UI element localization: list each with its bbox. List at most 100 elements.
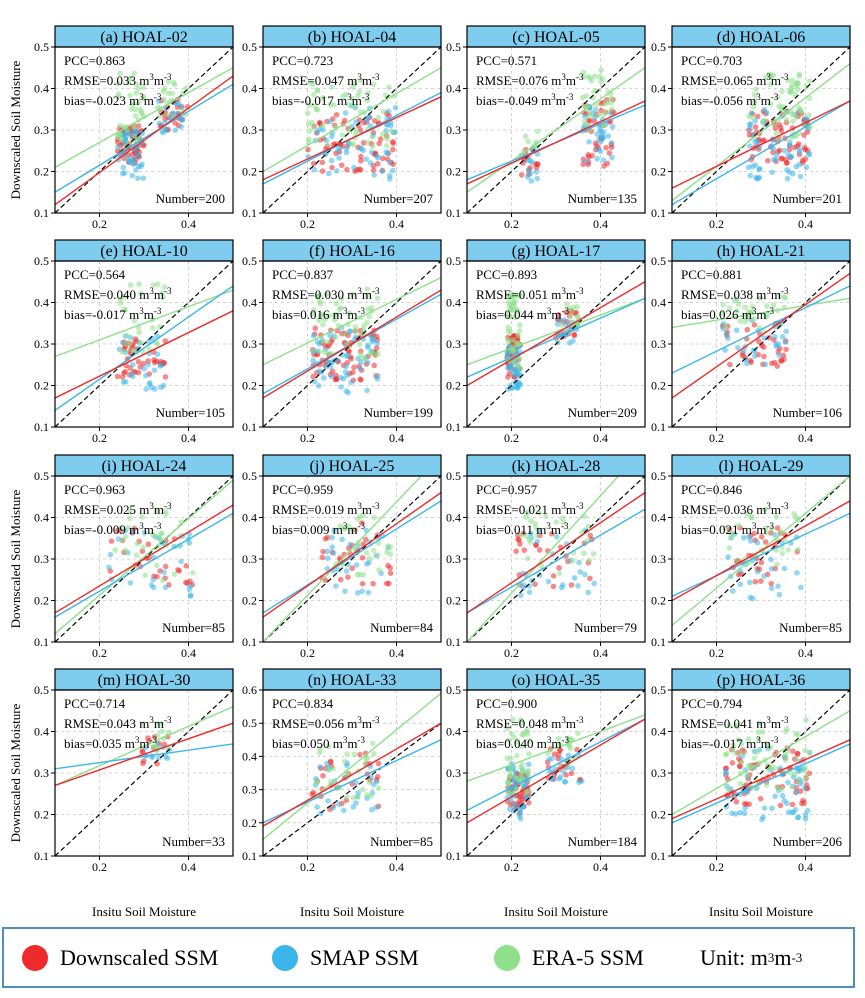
- panel-frame: [54, 475, 234, 643]
- point-era5: [152, 533, 159, 539]
- point-era5: [598, 67, 604, 73]
- y-tick-label: 0.1: [34, 849, 49, 863]
- point-era5: [504, 755, 511, 762]
- fit-line-era5: [55, 479, 233, 635]
- point-era5: [349, 95, 355, 102]
- point-downscaled: [176, 568, 183, 574]
- panel-title: (d) HOAL-06: [717, 29, 805, 46]
- point-smap: [386, 172, 393, 179]
- point-era5: [755, 736, 762, 743]
- point-smap: [368, 806, 375, 813]
- point-downscaled: [320, 548, 326, 555]
- lines-group: [467, 261, 645, 427]
- point-era5: [376, 567, 382, 573]
- point-downscaled: [358, 153, 364, 160]
- legend-unit: Unit: m 3 m -3: [700, 929, 802, 986]
- panel-frame: [262, 689, 442, 857]
- point-smap: [365, 342, 371, 348]
- point-downscaled: [780, 352, 787, 359]
- legend-unit-sup1: 3: [767, 949, 775, 965]
- point-downscaled: [390, 138, 396, 145]
- point-era5: [782, 752, 788, 759]
- point-era5: [323, 291, 330, 298]
- point-smap: [561, 317, 568, 323]
- point-era5: [360, 512, 366, 518]
- stat-number: Number=207: [364, 191, 434, 206]
- point-era5: [594, 113, 601, 119]
- point-era5: [513, 786, 520, 792]
- points-group: [518, 67, 617, 184]
- point-downscaled: [387, 565, 393, 571]
- point-smap: [792, 806, 799, 813]
- point-era5: [130, 101, 136, 107]
- point-downscaled: [140, 758, 147, 764]
- point-era5: [313, 779, 320, 785]
- point-era5: [510, 347, 517, 354]
- points-group: [722, 506, 804, 602]
- point-era5: [768, 101, 774, 107]
- panel-16: (p) HOAL-36 0.2 0.4 0.1 0.2 0.3 0.4 0.5 PCC=0.79…: [651, 668, 851, 874]
- point-smap: [742, 805, 748, 811]
- stat-number: Number=79: [574, 620, 637, 635]
- point-downscaled: [550, 583, 557, 590]
- legend-item-smap: SMAP SSM: [272, 929, 419, 986]
- stat-bias: bias=0.040 m3m-3: [476, 735, 570, 751]
- panel-frame: [466, 46, 646, 214]
- point-era5: [789, 77, 796, 84]
- point-era5: [133, 552, 140, 558]
- point-era5: [764, 530, 771, 536]
- point-downscaled: [764, 157, 771, 164]
- y-tick-label: 0.5: [446, 469, 461, 483]
- stat-rmse: RMSE=0.076 m3m-3: [476, 72, 584, 88]
- point-era5: [338, 296, 345, 302]
- point-era5: [803, 774, 809, 780]
- point-smap: [324, 565, 331, 572]
- point-smap: [556, 776, 562, 782]
- point-era5: [740, 749, 746, 756]
- point-smap: [342, 369, 349, 375]
- points-group: [504, 716, 585, 822]
- point-era5: [608, 95, 614, 102]
- panel-frame: [54, 689, 234, 857]
- point-era5: [350, 795, 357, 801]
- point-era5: [165, 729, 172, 736]
- y-tick-label: 0.5: [446, 254, 461, 268]
- point-era5: [343, 793, 350, 800]
- point-smap: [390, 167, 396, 174]
- point-downscaled: [357, 127, 364, 133]
- y-tick-label: 0.5: [651, 254, 666, 268]
- point-smap: [525, 167, 532, 173]
- point-era5: [358, 77, 364, 84]
- point-smap: [781, 565, 788, 572]
- point-downscaled: [568, 770, 575, 777]
- point-smap: [795, 814, 802, 821]
- point-era5: [364, 286, 371, 292]
- point-era5: [803, 717, 809, 723]
- point-smap: [324, 555, 331, 562]
- point-era5: [353, 328, 359, 334]
- panel-title: (j) HOAL-25: [310, 458, 395, 475]
- fit-line-smap: [467, 508, 645, 614]
- point-smap: [160, 129, 166, 136]
- point-downscaled: [145, 541, 152, 548]
- point-era5: [133, 81, 140, 88]
- point-smap: [802, 812, 809, 818]
- point-smap: [762, 361, 769, 368]
- point-era5: [525, 767, 532, 774]
- lines-group: [55, 690, 233, 856]
- point-smap: [806, 152, 813, 158]
- fit-line-era5: [263, 67, 441, 173]
- point-era5: [579, 94, 586, 101]
- point-smap: [597, 148, 604, 155]
- point-era5: [325, 766, 332, 772]
- point-era5: [131, 318, 138, 324]
- point-era5: [580, 69, 587, 76]
- point-smap: [569, 765, 576, 772]
- point-smap: [794, 789, 800, 795]
- point-smap: [583, 158, 589, 164]
- point-era5: [785, 547, 791, 553]
- fit-line-downscaled: [263, 722, 441, 827]
- point-era5: [575, 313, 581, 320]
- point-smap: [107, 551, 114, 558]
- stat-number: Number=200: [156, 191, 225, 206]
